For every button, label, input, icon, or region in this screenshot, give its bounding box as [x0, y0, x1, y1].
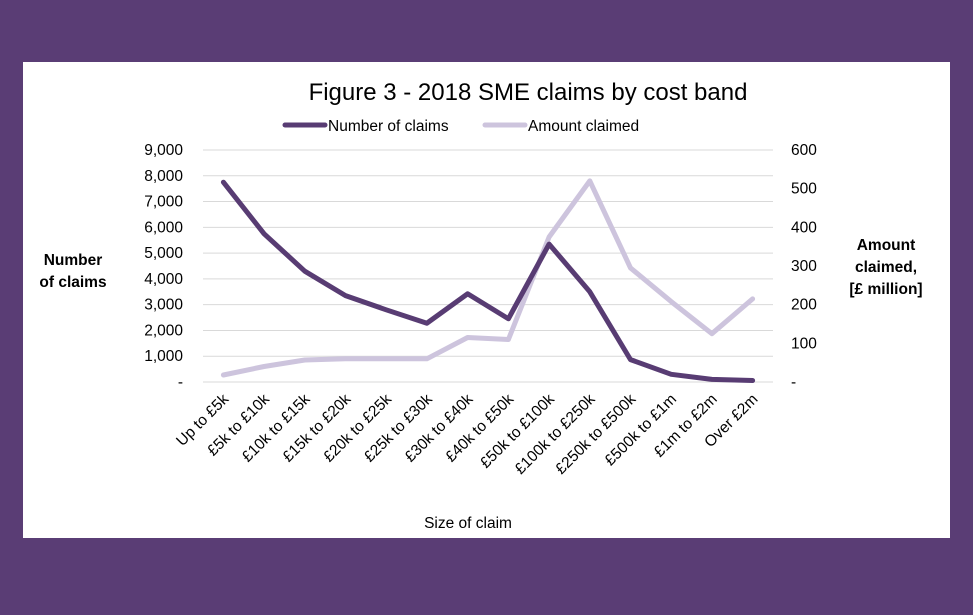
line-chart: Figure 3 - 2018 SME claims by cost band … [39, 79, 922, 532]
y2-axis-title-line3: [£ million] [849, 281, 922, 298]
x-axis-ticks: Up to £5k£5k to £10k£10k to £15k£15k to … [173, 391, 761, 478]
chart-panel: Figure 3 - 2018 SME claims by cost band … [23, 62, 950, 538]
y2-tick-label: 200 [791, 297, 817, 314]
y2-axis-title-line2: claimed, [855, 259, 917, 276]
series-line-number-of-claims [220, 179, 756, 383]
y2-tick-label: 400 [791, 219, 817, 236]
y-tick-label: 8,000 [144, 168, 183, 185]
legend: Number of claims Amount claimed [282, 118, 639, 135]
y-tick-label: 2,000 [144, 322, 183, 339]
y2-tick-label: 500 [791, 181, 817, 198]
gridlines [203, 149, 773, 383]
y-axis-ticks: - 1,000 2,000 3,000 4,000 5,000 6,000 7,000 8,00… [144, 142, 183, 391]
y2-axis-title-line1: Amount [857, 237, 916, 254]
y-tick-label: 1,000 [144, 348, 183, 365]
x-axis-title: Size of claim [424, 515, 512, 532]
y2-tick-label: 600 [791, 142, 817, 159]
y-tick-label: 6,000 [144, 219, 183, 236]
y-tick-label: 3,000 [144, 297, 183, 314]
y2-tick-label: 100 [791, 335, 817, 352]
y-tick-label: 9,000 [144, 142, 183, 159]
y2-tick-label: - [791, 374, 796, 391]
y2-tick-label: 300 [791, 258, 817, 275]
series-line-amount-claimed [220, 178, 756, 378]
y-tick-label: 5,000 [144, 245, 183, 262]
y-axis-title-line2: of claims [39, 274, 106, 291]
legend-label-amount-claimed: Amount claimed [528, 118, 639, 135]
y2-axis-ticks: - 100 200 300 400 500 600 [791, 142, 817, 391]
legend-label-number-of-claims: Number of claims [328, 118, 449, 135]
y-tick-label: 4,000 [144, 271, 183, 288]
y-tick-label: - [178, 374, 183, 391]
y-tick-label: 7,000 [144, 194, 183, 211]
chart-title: Figure 3 - 2018 SME claims by cost band [309, 79, 748, 106]
y-axis-title-line1: Number [44, 252, 103, 269]
series-lines [220, 178, 756, 383]
